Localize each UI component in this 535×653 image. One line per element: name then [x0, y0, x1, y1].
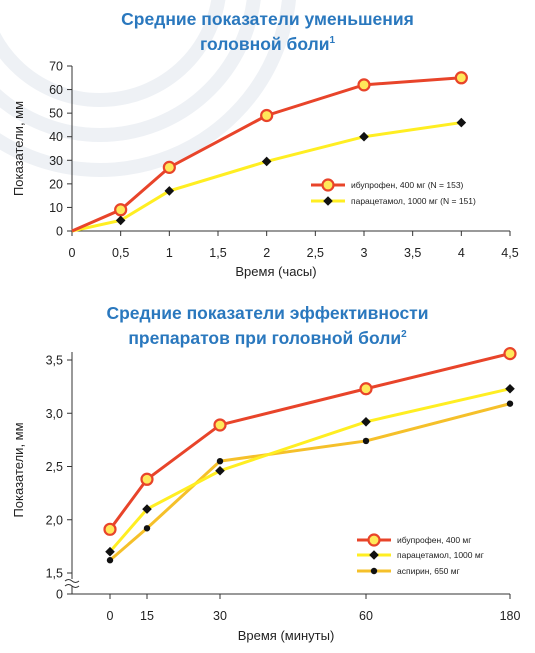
chart1-y-tick-label: 40	[49, 130, 63, 144]
chart1-x-tick-label: 2,5	[307, 246, 324, 260]
chart2-series-1-line	[108, 387, 511, 553]
chart2-y-tick-label: 2,0	[46, 513, 63, 527]
chart1-y-tick-label: 70	[49, 60, 63, 74]
chart2-series-1-point	[361, 416, 371, 427]
chart2-legend-0-marker	[367, 533, 381, 547]
chart2-series-0-point	[359, 382, 373, 396]
chart1-series-1-line	[71, 121, 462, 233]
chart2-series-1-point	[215, 465, 225, 476]
chart2-x-tick-label: 60	[359, 609, 373, 623]
chart2-series-2-point	[216, 457, 224, 465]
chart2-axis-break-icon	[64, 579, 80, 588]
chart2-title-line1: Средние показатели эффективности	[106, 303, 429, 323]
chart2-y-tick-label: 3,5	[46, 354, 63, 368]
chart2-title-sup: 2	[401, 329, 407, 340]
chart1-series-1-point	[456, 117, 467, 128]
chart2-y-tick-label: 2,5	[46, 460, 63, 474]
chart1-series-0-point	[162, 160, 176, 174]
chart1-title: Средние показатели уменьшения головной б…	[0, 8, 535, 55]
chart1-x-tick-label: 1,5	[209, 246, 226, 260]
chart2-series-2-point	[506, 400, 514, 407]
chart1-x-tick-label: 0	[69, 246, 76, 260]
chart2-legend-2-label: аспирин, 650 мг	[397, 566, 460, 576]
chart2-series-0-point	[103, 522, 117, 536]
chart2-y-zero-label: 0	[56, 588, 63, 602]
chart1-legend-1-marker	[323, 196, 333, 206]
chart2-series-1-point	[505, 383, 515, 394]
chart2-series-2-point	[143, 525, 151, 532]
chart1-legend-1-label: парацетамол, 1000 мг (N = 151)	[351, 196, 476, 206]
chart2-series-0-point	[503, 347, 517, 361]
chart1-y-tick-label: 50	[49, 107, 63, 121]
chart1-title-line2: головной боли	[199, 33, 330, 54]
chart1-legend-0-label: ибупрофен, 400 мг (N = 153)	[351, 180, 464, 190]
chart1-y-tick-label: 30	[49, 154, 63, 168]
chart2-series-2-point	[106, 557, 114, 564]
chart1-x-tick-label: 3	[361, 246, 368, 260]
chart1-y-tick-label: 0	[56, 225, 63, 239]
chart1-x-tick-label: 4,5	[501, 246, 518, 260]
chart2-legend-0-label: ибупрофен, 400 мг	[397, 535, 471, 545]
chart2-y-axis-label: Показатели, мм	[11, 422, 26, 517]
chart1-title-line1: Средние показатели уменьшения	[121, 9, 414, 29]
chart1-x-axis-label: Время (часы)	[235, 264, 316, 279]
chart2-legend-1-label: парацетамол, 1000 мг	[397, 550, 484, 560]
chart1-series-0-line	[71, 76, 462, 233]
chart2-legend-2-marker	[370, 567, 378, 575]
chart1-legend-0-marker	[321, 178, 335, 192]
chart1-x-tick-label: 2	[263, 246, 270, 260]
chart1-series-1-point	[164, 186, 175, 196]
chart1-series-0-point	[357, 78, 371, 92]
chart1-x-tick-label: 3,5	[404, 246, 421, 260]
chart1-series-1-point	[359, 131, 369, 142]
chart2-x-tick-label: 30	[213, 609, 227, 623]
chart2-series-0-point	[140, 472, 154, 486]
chart2-x-tick-label: 180	[500, 609, 521, 623]
chart1-x-tick-label: 4	[458, 246, 465, 260]
chart2-y-tick-label: 1,5	[46, 567, 63, 581]
chart2-x-tick-label: 0	[107, 609, 114, 623]
chart2-series-1-point	[142, 504, 152, 514]
chart1-series-1-point	[115, 215, 126, 226]
chart1-series-0-point	[114, 203, 128, 217]
chart2-title: Средние показатели эффективности препара…	[0, 302, 535, 349]
chart1-x-tick-label: 0,5	[112, 246, 129, 260]
chart1-x-tick-label: 1	[166, 246, 173, 260]
chart2-title-line2: препаратов при головной боли	[128, 327, 402, 348]
chart2-series-0-point	[213, 418, 227, 432]
chart2-axis-break-gap	[66, 579, 78, 586]
chart2-legend-1-marker	[369, 550, 379, 560]
chart1-y-axis-label: Показатели, мм	[11, 101, 26, 196]
chart2-series-1-point	[105, 546, 115, 557]
chart1-y-tick-label: 10	[49, 201, 63, 215]
chart1-series-1-point	[261, 156, 272, 167]
chart1-y-tick-label: 60	[49, 83, 63, 97]
chart2-y-tick-label: 3,0	[46, 407, 63, 421]
chart2-x-axis-label: Время (минуты)	[238, 628, 335, 643]
chart1-title-sup: 1	[329, 35, 336, 46]
chart1-series-0-point	[454, 71, 468, 85]
chart1-y-tick-label: 20	[49, 177, 63, 191]
chart2-series-2-point	[362, 437, 370, 445]
chart2-x-tick-label: 15	[140, 609, 154, 623]
chart1-series-0-point	[260, 108, 274, 123]
